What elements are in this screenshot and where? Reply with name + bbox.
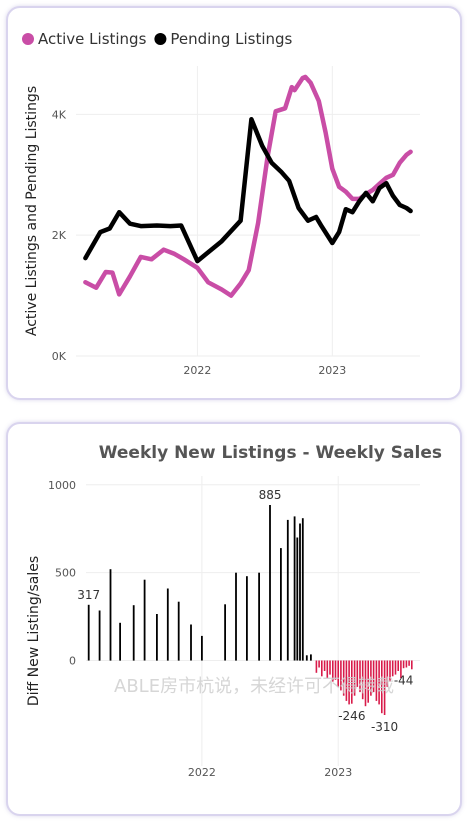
bar bbox=[332, 660, 334, 682]
bar bbox=[143, 579, 146, 661]
active-pending-listings-chart: 0K 2K 4K 2022 2023 Active Listings and Pendin… bbox=[22, 30, 420, 377]
bar bbox=[367, 660, 369, 703]
bar bbox=[375, 660, 378, 701]
y-tick-label-1: 500 bbox=[55, 567, 76, 580]
bar bbox=[258, 572, 260, 661]
data-label-0: 317 bbox=[77, 588, 100, 602]
bar bbox=[87, 604, 90, 661]
x-tick-label-1: 2023 bbox=[318, 364, 346, 377]
bar bbox=[405, 660, 408, 668]
bar bbox=[299, 523, 301, 661]
weekly-diff-card: Weekly New Listings - Weekly Sales 0 500 10… bbox=[6, 422, 462, 816]
y-tick-label-1: 2K bbox=[52, 229, 67, 242]
bar bbox=[364, 660, 367, 707]
bar bbox=[370, 660, 372, 696]
series-line-pending-listings bbox=[83, 116, 413, 264]
bar bbox=[177, 601, 180, 661]
bar bbox=[383, 660, 386, 715]
bar bbox=[353, 660, 356, 696]
bar bbox=[305, 655, 308, 661]
data-label-4: -44 bbox=[394, 673, 414, 687]
bar bbox=[356, 660, 359, 687]
bar bbox=[321, 660, 323, 677]
bar bbox=[224, 604, 226, 661]
bar bbox=[318, 660, 320, 668]
bar bbox=[334, 660, 337, 680]
bar bbox=[345, 660, 348, 701]
bar bbox=[326, 660, 329, 679]
y-axis-title: Active Listings and Pending Listings bbox=[24, 86, 40, 336]
bar bbox=[411, 660, 413, 670]
bar bbox=[400, 660, 402, 679]
bar bbox=[389, 660, 391, 682]
bar bbox=[235, 572, 237, 661]
bar bbox=[246, 576, 248, 661]
bar bbox=[323, 660, 326, 671]
bar bbox=[293, 516, 296, 661]
bar bbox=[119, 622, 121, 661]
bar bbox=[286, 519, 289, 661]
bar bbox=[342, 660, 345, 696]
data-label-3: -310 bbox=[371, 720, 398, 734]
x-tick-label-0: 2022 bbox=[183, 364, 211, 377]
weekly-diff-chart: Weekly New Listings - Weekly Sales 0 500 10… bbox=[26, 443, 442, 779]
bar bbox=[315, 660, 318, 673]
bar bbox=[329, 660, 331, 675]
chart-title: Weekly New Listings - Weekly Sales bbox=[99, 443, 442, 463]
legend-label-active-listings: Active Listings bbox=[38, 30, 147, 48]
bar bbox=[351, 660, 353, 704]
y-tick-label-2: 1000 bbox=[48, 479, 76, 492]
y-tick-label-2: 4K bbox=[52, 108, 67, 121]
legend-label-pending-listings: Pending Listings bbox=[170, 30, 292, 48]
bar bbox=[156, 614, 158, 661]
bar bbox=[109, 569, 112, 661]
series-line-active-listings bbox=[83, 74, 413, 298]
bar bbox=[301, 518, 304, 661]
bar bbox=[340, 660, 342, 691]
bar bbox=[201, 635, 203, 661]
data-label-2: -246 bbox=[338, 709, 365, 723]
watermark: ABLE房市杭说，未经许可不得转载 bbox=[114, 676, 394, 697]
bar bbox=[394, 660, 397, 675]
bar bbox=[378, 660, 380, 705]
active-pending-listings-card: 0K 2K 4K 2022 2023 Active Listings and Pendin… bbox=[6, 6, 462, 400]
bar bbox=[310, 654, 312, 661]
legend-marker-pending-listings bbox=[154, 33, 167, 45]
bar bbox=[381, 660, 383, 714]
bar bbox=[391, 660, 394, 677]
bar bbox=[386, 660, 389, 687]
bar bbox=[296, 537, 299, 661]
y-axis-title: Diff New Listing/sales bbox=[26, 556, 42, 706]
legend-marker-active-listings bbox=[22, 33, 34, 45]
bar bbox=[269, 505, 271, 661]
bar bbox=[348, 660, 350, 705]
x-tick-label-1: 2023 bbox=[324, 766, 352, 779]
bar bbox=[372, 660, 375, 693]
bar bbox=[98, 610, 101, 661]
y-tick-label-0: 0 bbox=[69, 655, 76, 668]
bar bbox=[280, 548, 282, 661]
bar bbox=[337, 660, 339, 687]
bar bbox=[132, 605, 135, 661]
bar bbox=[361, 660, 364, 700]
bar bbox=[397, 660, 399, 671]
bar bbox=[166, 588, 169, 661]
data-label-1: 885 bbox=[259, 488, 282, 502]
bar bbox=[402, 660, 405, 669]
x-tick-label-0: 2022 bbox=[188, 766, 216, 779]
bar bbox=[408, 660, 410, 666]
y-tick-label-0: 0K bbox=[52, 350, 67, 363]
bar bbox=[359, 660, 361, 693]
bar bbox=[190, 624, 192, 661]
